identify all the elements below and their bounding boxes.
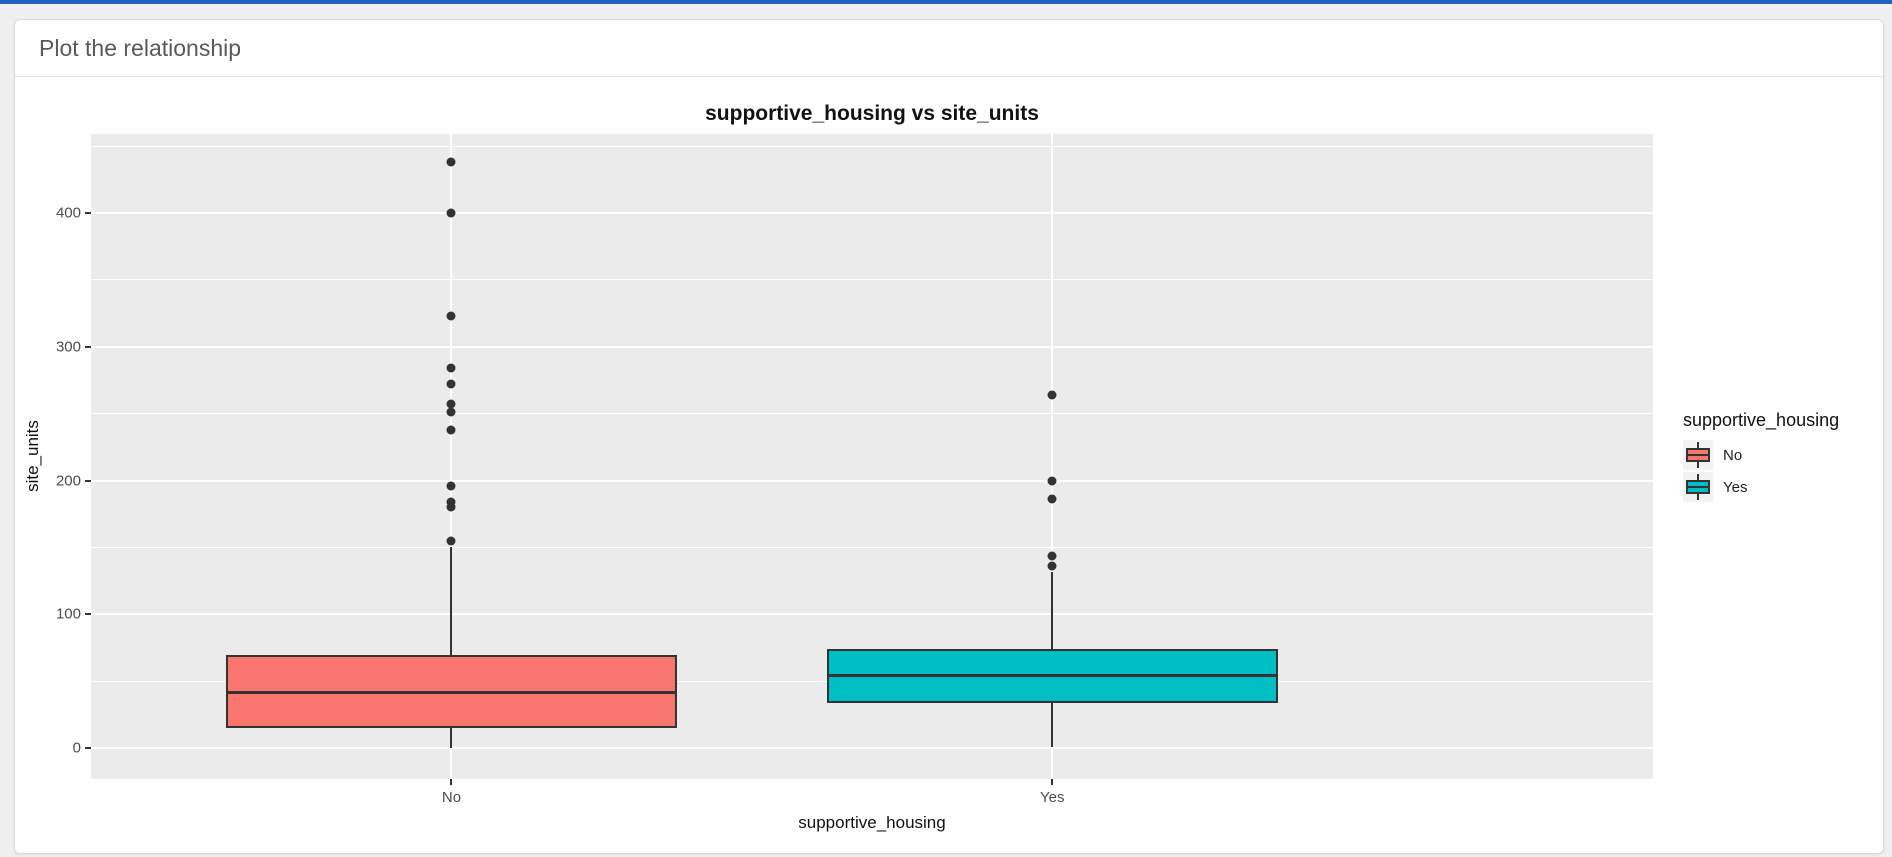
y-tick-label: 200: [55, 472, 81, 490]
gridline-minor: [91, 413, 1653, 415]
outlier-point: [446, 363, 456, 373]
outlier-point: [446, 399, 456, 409]
gridline-x-major: [450, 134, 453, 779]
x-tick-mark: [1051, 779, 1054, 785]
legend: supportive_housing No Yes: [1683, 410, 1839, 503]
legend-title: supportive_housing: [1683, 410, 1840, 430]
outlier-point: [446, 536, 456, 546]
outlier-point: [446, 481, 456, 491]
gridline-major: [91, 613, 1653, 616]
gridline-x-major: [1051, 134, 1054, 779]
upper-whisker: [450, 547, 453, 655]
outlier-point: [1047, 551, 1057, 561]
x-tick-mark: [450, 779, 453, 785]
outlier-point: [1047, 476, 1057, 486]
legend-label: No: [1723, 446, 1743, 464]
y-tick-mark: [85, 211, 91, 214]
legend-label: Yes: [1723, 478, 1748, 496]
x-axis-title: supportive_housing: [798, 813, 946, 832]
outlier-point: [1047, 561, 1057, 571]
plot-title: supportive_housing vs site_units: [705, 102, 1039, 125]
x-tick-label: Yes: [1039, 789, 1065, 806]
gridline-minor: [91, 279, 1653, 281]
median-line: [226, 690, 677, 694]
outlier-point: [1047, 494, 1057, 504]
lower-whisker: [1051, 702, 1054, 747]
outlier-point: [446, 157, 456, 167]
y-tick-label: 300: [55, 338, 81, 356]
x-tick-label: No: [441, 789, 462, 806]
outlier-point: [446, 379, 456, 389]
gridline-major: [91, 747, 1653, 750]
outlier-point: [446, 311, 456, 321]
y-tick-mark: [85, 345, 91, 348]
gridline-major: [91, 479, 1653, 482]
legend-row-yes: Yes: [1683, 471, 1839, 503]
outlier-point: [446, 502, 456, 512]
outlier-point: [446, 425, 456, 435]
gridline-major: [91, 345, 1653, 348]
legend-key-median: [1686, 454, 1710, 456]
y-tick-mark: [85, 613, 91, 616]
lower-whisker: [450, 728, 453, 749]
figure: supportive_housing vs site_units site_un…: [15, 20, 1883, 853]
y-tick-mark: [85, 479, 91, 482]
outlier-point: [1047, 390, 1057, 400]
card-header-title: Plot the relationship: [39, 34, 242, 61]
y-tick-mark: [85, 747, 91, 750]
legend-row-no: No: [1683, 439, 1839, 471]
card-header: Plot the relationship: [15, 20, 1883, 77]
legend-rows: No Yes: [1683, 439, 1839, 503]
outlier-point: [446, 407, 456, 417]
median-line: [826, 674, 1278, 678]
y-tick-label: 100: [55, 605, 81, 623]
gridline-major: [91, 211, 1653, 214]
legend-key-median: [1686, 486, 1710, 488]
upper-whisker: [1051, 571, 1054, 650]
legend-key-boxplot-icon: [1683, 472, 1713, 502]
plot-card: supportive_housing vs site_units site_un…: [14, 19, 1884, 854]
gridline-minor: [91, 145, 1653, 147]
top-accent-bar: [0, 0, 1892, 4]
outlier-point: [446, 497, 456, 507]
gridline-minor: [91, 546, 1653, 548]
outlier-point: [446, 208, 456, 218]
legend-key-boxplot-icon: [1683, 440, 1713, 470]
y-tick-label: 400: [55, 204, 81, 222]
y-tick-label: 0: [72, 739, 81, 757]
plot-panel: [91, 134, 1653, 779]
